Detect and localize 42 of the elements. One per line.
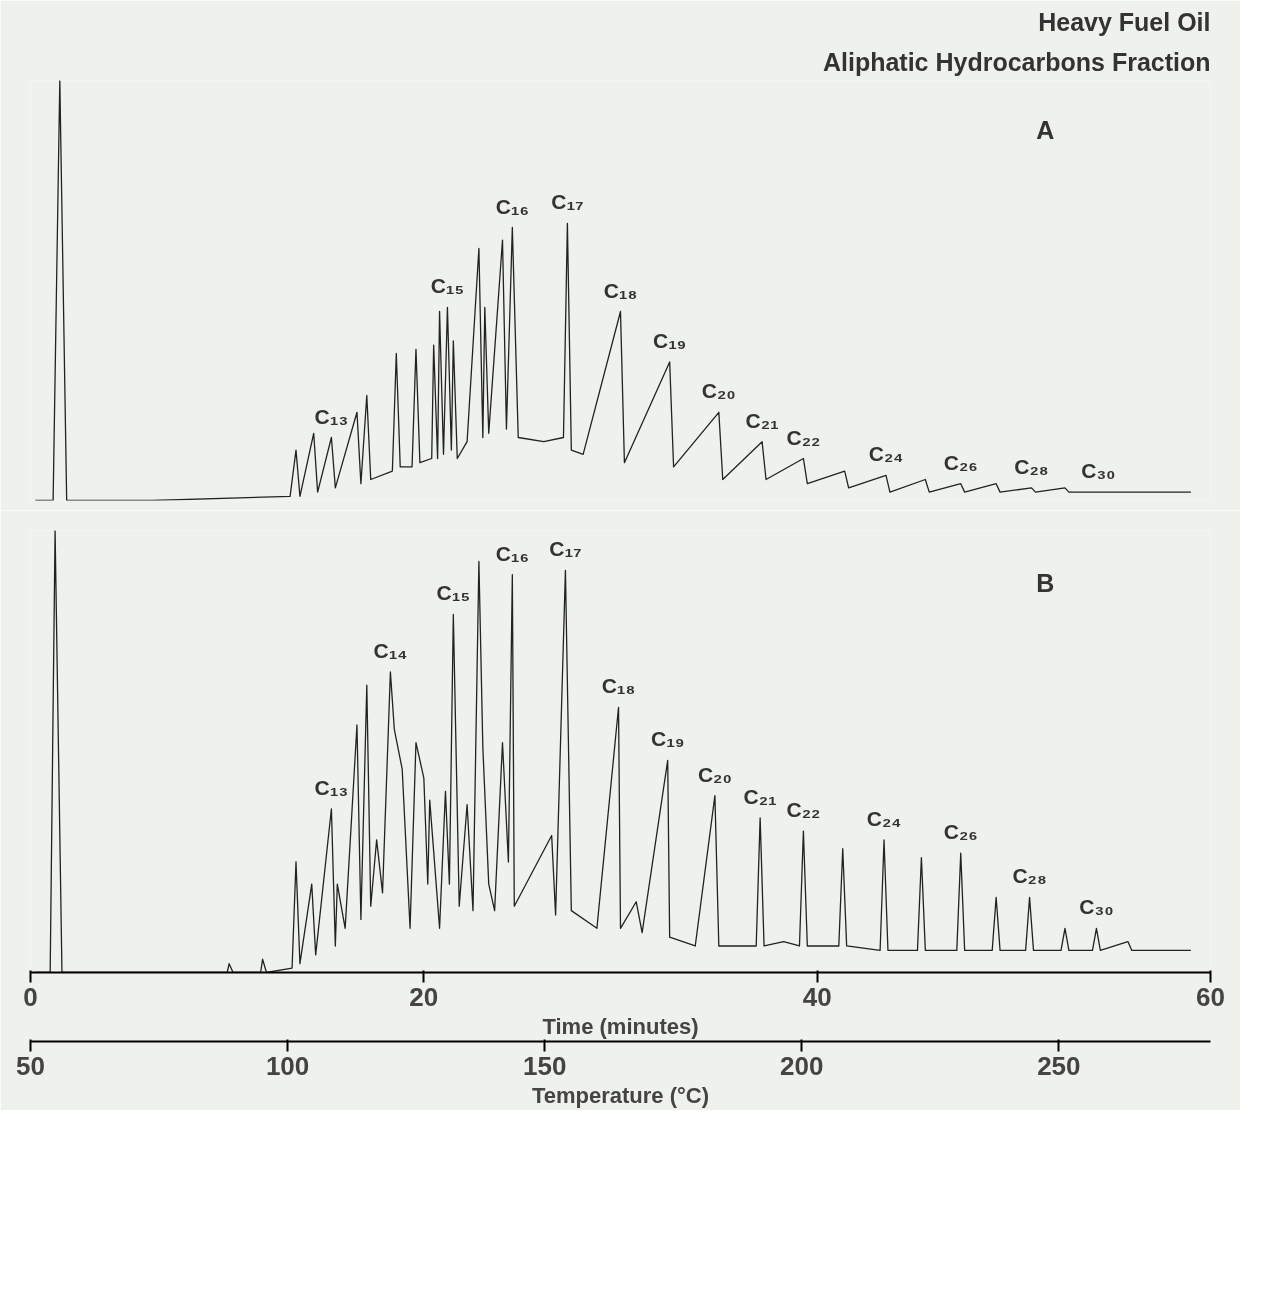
annotation: C₂₈ [1012,864,1047,888]
annotation: C₁₇ [551,190,584,214]
annotation: C₁₆ [495,541,530,565]
annotation: C₁₉ [653,328,687,352]
x-tick-label: 40 [802,981,832,1012]
annotation: C₂₄ [868,442,904,466]
x2-tick-label: 50 [16,1050,45,1081]
annotation: C₁₄ [373,638,408,662]
x2-axis-title: Temperature (°C) [531,1082,710,1108]
x2-tick-label: 100 [265,1050,310,1081]
x-axis-title: Time (minutes) [542,1013,699,1039]
annotation: C₂₆ [943,450,978,474]
annotation: C₁₈ [603,278,638,302]
annotation: C₁₅ [436,581,471,605]
annotation: C₂₄ [866,806,902,830]
annotation: C₂₁ [743,784,777,808]
annotation: C₂₈ [1014,454,1049,478]
x-tick-label: 20 [409,981,439,1012]
annotation: C₂₆ [943,820,978,844]
annotation: C₃₀ [1079,895,1114,919]
x-tick-label: 0 [23,981,38,1012]
annotation: C₂₀ [697,762,732,786]
annotation: C₂₂ [786,425,821,449]
x-tick-label: 60 [1196,981,1225,1012]
annotation: C₁₅ [430,274,465,298]
x2-tick-label: 150 [522,1050,567,1081]
annotation: C₂₂ [786,798,821,822]
annotation: C₁₃ [314,404,349,428]
annotation: C₂₀ [701,379,736,403]
annotation: A [1036,115,1055,144]
chart-subtitle: Aliphatic Hydrocarbons Fraction [822,47,1211,76]
annotation: C₁₆ [495,194,530,218]
annotation: C₂₁ [745,408,779,432]
chart-title: Heavy Fuel Oil [1038,7,1211,36]
x2-tick-label: 250 [1037,1050,1081,1081]
annotation: C₁₈ [601,674,636,698]
x2-tick-label: 200 [780,1050,824,1081]
annotation: C₃₀ [1081,459,1116,483]
annotation: C₁₇ [549,537,582,561]
annotation: C₁₃ [314,775,349,799]
annotation: B [1036,568,1055,597]
annotation: C₁₉ [651,727,685,751]
